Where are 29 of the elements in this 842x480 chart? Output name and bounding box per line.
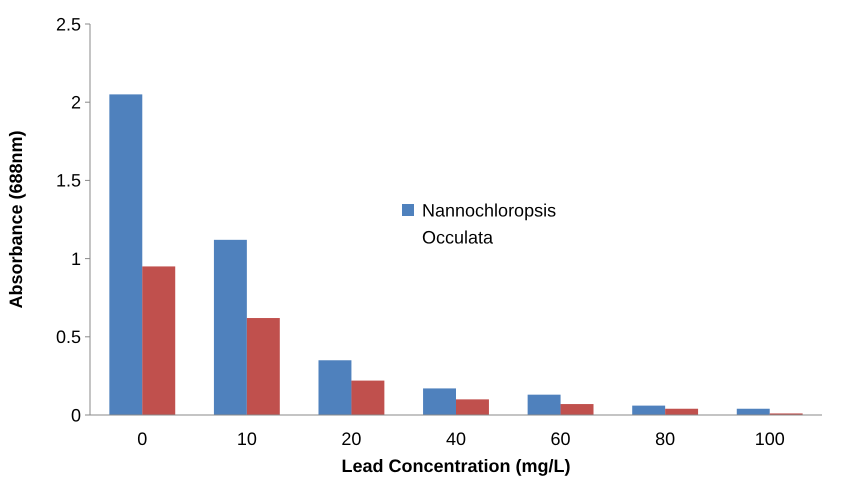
- x-tick-label: 40: [446, 429, 466, 449]
- x-tick-label: 100: [754, 429, 785, 449]
- bar: [560, 404, 594, 415]
- bar: [736, 408, 770, 415]
- x-tick-label: 80: [655, 429, 676, 449]
- bar: [351, 380, 384, 415]
- legend-label: Nannochloropsis Occulata: [422, 200, 556, 248]
- x-tick-label: 10: [236, 429, 257, 449]
- y-tick-label: 0.5: [56, 327, 81, 348]
- y-tick-label: 1: [70, 248, 81, 269]
- bar: [423, 388, 456, 415]
- y-tick-label: 1.5: [56, 170, 81, 191]
- x-tick-label: 0: [137, 429, 148, 449]
- bar: [665, 408, 698, 415]
- x-tick-label: 60: [550, 429, 571, 449]
- x-tick-label: 20: [341, 429, 362, 449]
- y-tick-label: 2.5: [56, 14, 81, 34]
- bar: [214, 240, 247, 415]
- y-axis-title: Absorbance (688nm): [6, 130, 26, 309]
- bar: [456, 399, 489, 415]
- x-axis-title: Lead Concentration (mg/L): [342, 456, 571, 476]
- bar: [318, 360, 352, 415]
- y-tick-label: 2: [70, 92, 81, 112]
- bar: [632, 406, 666, 415]
- bar: [528, 394, 561, 415]
- bar: [246, 318, 280, 415]
- y-tick-label: 0: [70, 405, 81, 426]
- bar: [109, 94, 142, 415]
- bar: [142, 266, 176, 415]
